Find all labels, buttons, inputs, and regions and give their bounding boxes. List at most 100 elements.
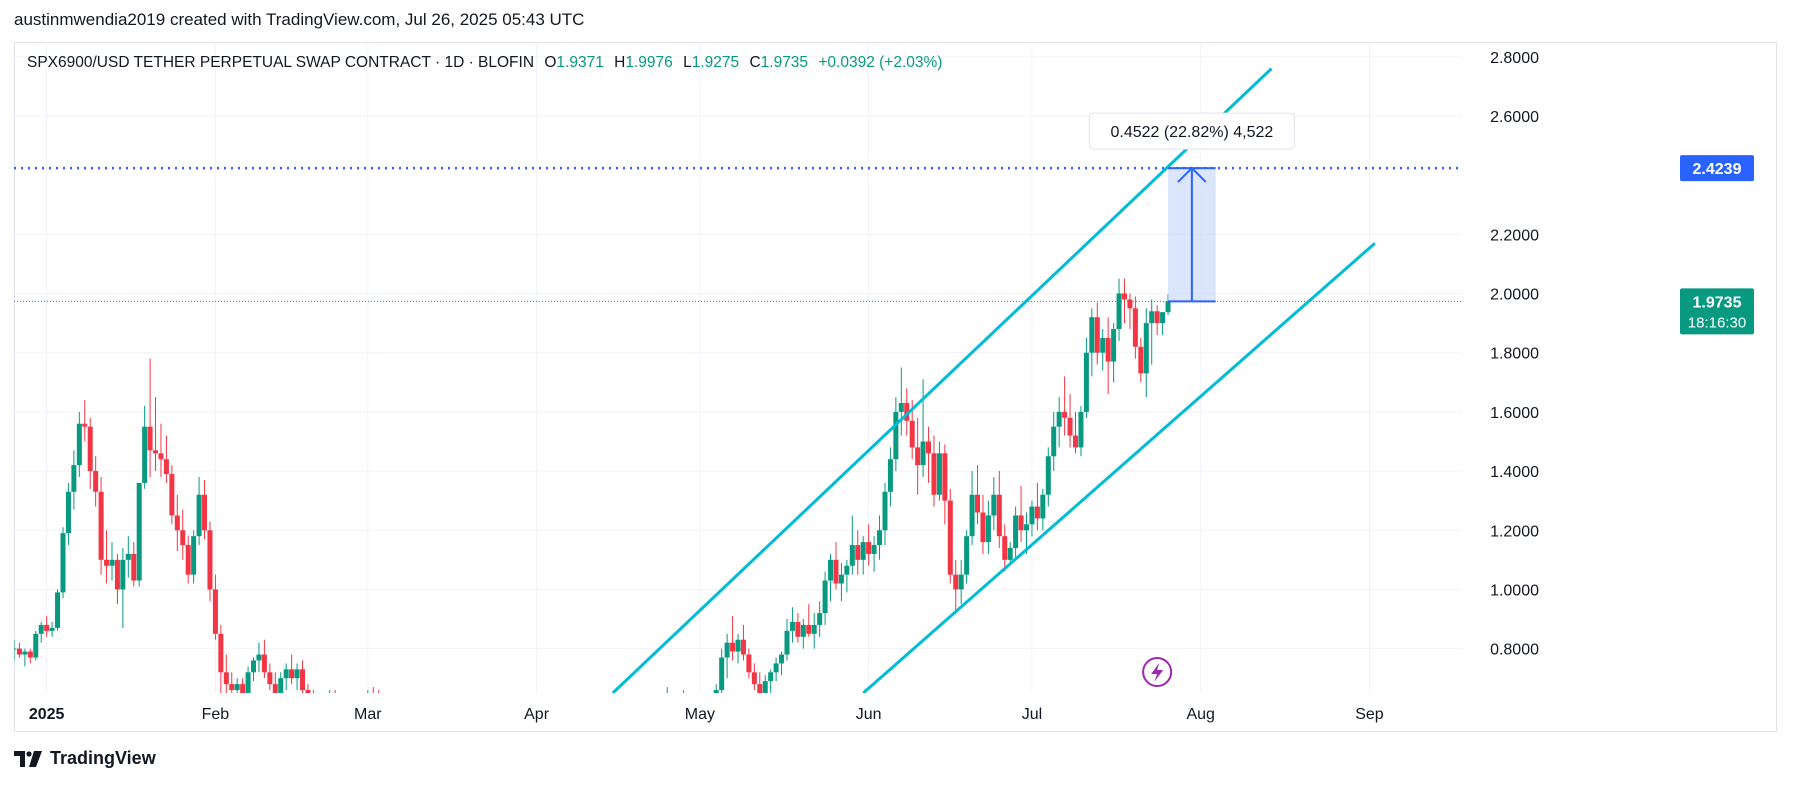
tradingview-logo[interactable]: TradingView <box>14 748 156 769</box>
candle-body <box>909 420 915 448</box>
measure-label-box <box>1088 112 1295 150</box>
candle-body <box>327 693 332 705</box>
candle-body <box>272 684 278 693</box>
candle-body <box>261 654 267 673</box>
candle-body <box>131 553 137 581</box>
candle-body <box>376 699 381 702</box>
candle-body <box>1105 337 1111 362</box>
candle-body <box>697 699 702 702</box>
candle-body <box>724 642 730 658</box>
candle-body <box>936 453 942 495</box>
candle-body <box>289 669 295 679</box>
candle-body <box>958 574 964 590</box>
candle-body <box>556 702 561 705</box>
candle-body <box>27 651 33 658</box>
candle-body <box>55 592 61 628</box>
candle-body <box>1073 435 1079 448</box>
candle-body <box>926 441 932 454</box>
candle-body <box>1040 494 1046 519</box>
candle-body <box>305 690 311 693</box>
candle-body <box>114 559 120 590</box>
candle-body <box>333 693 338 702</box>
candle-body <box>82 423 88 427</box>
high-label: H <box>614 54 626 71</box>
price-badge-value: 1.9735 <box>1693 294 1742 311</box>
time-tick-label: Aug <box>1186 706 1214 723</box>
candle-body <box>915 447 921 466</box>
candle-body <box>14 648 17 650</box>
candle-body <box>38 624 44 634</box>
drawings[interactable]: 0.4522 (22.82%) 4,522 <box>14 67 1462 693</box>
candle-body <box>638 702 643 705</box>
candle-body <box>382 699 387 702</box>
candle-body <box>158 453 164 460</box>
candle-body <box>947 500 953 575</box>
price-badge <box>1680 155 1754 182</box>
candle-body <box>234 684 240 691</box>
candle-body <box>414 699 419 702</box>
candle-body <box>185 545 191 575</box>
price-tick-label: 2.8000 <box>1490 50 1539 67</box>
candle-body <box>109 559 115 566</box>
candle-body <box>371 696 376 699</box>
candles <box>14 278 1171 705</box>
candle-body <box>898 403 904 412</box>
change-value: +0.0392 (+2.03%) <box>818 54 943 71</box>
candle-body <box>65 491 71 534</box>
candle-body <box>1029 506 1035 525</box>
chart-frame[interactable] <box>14 42 1777 732</box>
candle-body <box>120 559 126 590</box>
candle-body <box>746 654 752 673</box>
candle-body <box>877 530 883 546</box>
price-axis[interactable]: 2.8000 2.6000 2.2000 2.0000 1.8000 1.6000 1.40… <box>1490 50 1754 659</box>
candle-body <box>44 624 50 631</box>
candle-body <box>142 426 148 483</box>
candle-body <box>1116 293 1122 330</box>
candle-body <box>828 559 834 581</box>
candle-body <box>174 515 180 531</box>
candle-body <box>1111 329 1117 362</box>
candle-body <box>1034 506 1040 519</box>
candle-body <box>22 651 28 655</box>
candle-body <box>240 684 246 693</box>
candle-body <box>822 580 828 614</box>
candle-body <box>1024 524 1030 531</box>
candle-body <box>420 699 425 705</box>
candle-body <box>136 482 142 581</box>
price-badge-value: 2.4239 <box>1693 161 1742 178</box>
high-value: 1.9976 <box>625 54 673 71</box>
candle-body <box>1127 299 1133 309</box>
candle-body <box>1062 411 1068 418</box>
measure-label: 0.4522 (22.82%) 4,522 <box>1110 124 1273 141</box>
brand-name: TradingView <box>50 748 156 768</box>
price-tick-label: 1.0000 <box>1490 582 1539 599</box>
candle-body <box>735 639 741 652</box>
candle-body <box>1154 311 1160 324</box>
time-tick-label: May <box>685 706 715 723</box>
candle-body <box>60 533 66 593</box>
price-tick-label: 1.2000 <box>1490 523 1539 540</box>
tradingview-icon <box>14 750 42 767</box>
channel-upper-line <box>611 67 1273 693</box>
candle-body <box>1045 456 1051 495</box>
candle-body <box>751 672 757 685</box>
candle-body <box>1138 346 1144 374</box>
candle-body <box>229 684 235 691</box>
candle-body <box>1083 352 1089 412</box>
candle-body <box>931 453 937 495</box>
candle-body <box>153 450 159 454</box>
symbol-legend: SPX6900/USD TETHER PERPETUAL SWAP CONTRA… <box>27 54 942 72</box>
price-tick-label: 2.6000 <box>1490 109 1539 126</box>
time-tick-label: Jul <box>1022 706 1042 723</box>
low-value: 1.9275 <box>691 54 740 71</box>
time-axis[interactable]: 2025 Feb Mar Apr May Jun Jul Aug Sep <box>29 706 1384 723</box>
candle-body <box>311 699 316 702</box>
candle-body <box>740 639 746 655</box>
chart-credit: austinmwendia2019 created with TradingVi… <box>14 10 585 29</box>
channel-lower-line <box>862 242 1376 693</box>
candle-body <box>1002 536 1008 560</box>
price-tick-label: 1.6000 <box>1490 405 1539 422</box>
candle-body <box>1094 317 1100 353</box>
measure-arrow-head <box>1177 166 1207 183</box>
